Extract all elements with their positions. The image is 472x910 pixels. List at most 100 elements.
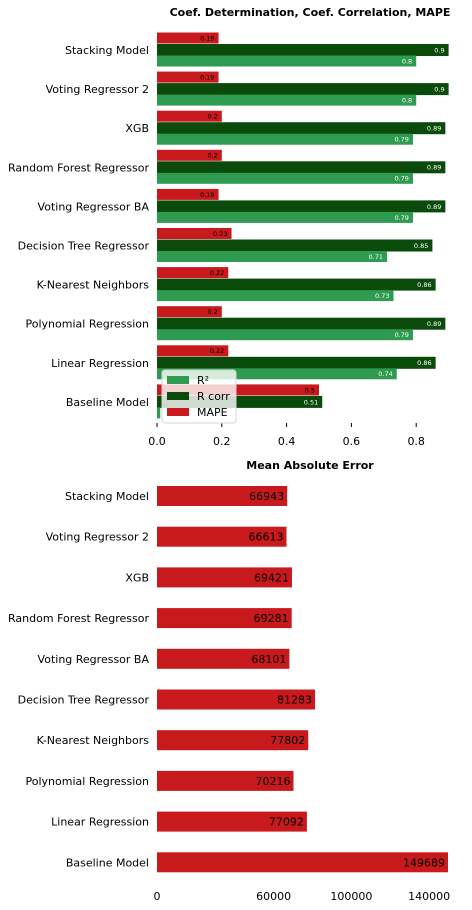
category-label: K-Nearest Neighbors [37, 734, 150, 747]
x-tick-label: 0 [154, 890, 161, 903]
data-label: 66613 [248, 531, 283, 544]
data-label: 0.85 [414, 242, 428, 250]
data-label: 0.23 [213, 230, 227, 238]
category-label: Polynomial Regression [26, 318, 149, 331]
category-label: Polynomial Regression [26, 775, 149, 788]
category-label: Random Forest Regressor [8, 161, 149, 174]
data-label: 66943 [249, 490, 284, 503]
data-label: 0.74 [378, 370, 392, 378]
bar [157, 55, 417, 67]
category-label: Voting Regressor BA [38, 653, 150, 666]
x-tick-label: 0.6 [343, 435, 361, 448]
data-label: 0.86 [417, 281, 431, 289]
bar [157, 32, 219, 44]
x-tick-label: 60000 [256, 890, 291, 903]
bar [157, 83, 449, 96]
bar [157, 188, 219, 200]
bar [157, 133, 413, 145]
data-label: 70216 [256, 775, 291, 788]
bar [157, 648, 290, 669]
x-tick-label: 0.0 [148, 435, 166, 448]
bar [157, 608, 292, 629]
data-label: 0.51 [304, 398, 318, 406]
bar [157, 278, 436, 291]
category-label: Stacking Model [65, 44, 149, 57]
bar [157, 306, 222, 318]
bar [157, 149, 222, 161]
x-tick-label: 0.2 [213, 435, 231, 448]
bar [157, 267, 229, 279]
data-label: 0.89 [427, 164, 441, 172]
data-label: 0.2 [207, 308, 217, 316]
bar [157, 852, 448, 873]
bar [157, 526, 287, 547]
data-label: 0.8 [402, 57, 412, 65]
data-label: 0.22 [210, 347, 224, 355]
data-label: 0.89 [427, 320, 441, 328]
category-label: Voting Regressor 2 [46, 83, 149, 96]
legend-swatch [167, 376, 189, 384]
bar [157, 239, 433, 252]
data-label: 0.89 [427, 125, 441, 133]
category-label: Linear Regression [51, 816, 149, 829]
bar [157, 689, 316, 710]
category-label: Linear Regression [51, 357, 149, 370]
category-label: Voting Regressor 2 [46, 531, 149, 544]
category-label: Random Forest Regressor [8, 612, 149, 625]
legend-label: MAPE [197, 406, 228, 419]
category-label: Baseline Model [66, 856, 149, 869]
bar [157, 228, 232, 239]
bar [157, 44, 449, 56]
data-label: 0.73 [375, 292, 389, 300]
bar [157, 317, 446, 330]
bar [157, 122, 446, 135]
bar [157, 770, 294, 791]
data-label: 0.9 [434, 46, 444, 54]
chart2-title: Mean Absolute Error [246, 459, 374, 472]
legend-label: R corr [197, 390, 230, 403]
data-label: 0.79 [394, 214, 408, 222]
bar [157, 486, 288, 506]
data-label: 0.22 [210, 269, 224, 277]
data-label: 0.19 [200, 74, 214, 82]
bar [157, 172, 413, 184]
data-label: 0.19 [200, 34, 214, 42]
bar [157, 811, 307, 832]
bar [157, 94, 417, 106]
x-tick-label: 0.8 [407, 435, 425, 448]
data-label: 0.79 [394, 136, 408, 144]
bar [157, 211, 413, 223]
category-label: Stacking Model [65, 490, 149, 503]
bar [157, 730, 309, 751]
category-label: Decision Tree Regressor [18, 240, 150, 253]
data-label: 77092 [269, 816, 304, 829]
data-label: 0.2 [207, 152, 217, 160]
bar [157, 251, 388, 262]
bar [157, 71, 219, 83]
data-label: 0.79 [394, 331, 408, 339]
category-label: K-Nearest Neighbors [37, 279, 150, 292]
bar [157, 356, 436, 369]
data-label: 77802 [270, 734, 305, 747]
data-label: 0.71 [369, 253, 383, 261]
bar [157, 368, 397, 380]
legend-swatch [167, 392, 189, 400]
data-label: 0.8 [402, 97, 412, 105]
bar [157, 329, 413, 341]
chart1-legend: R² R corr MAPE [161, 369, 237, 424]
bar [157, 290, 394, 302]
category-label: XGB [125, 571, 149, 584]
data-label: 0.2 [207, 113, 217, 121]
bar [157, 161, 446, 174]
bar [157, 384, 319, 396]
bar [157, 407, 161, 419]
bar [157, 567, 292, 588]
data-label: 0.89 [427, 203, 441, 211]
category-label: Baseline Model [66, 396, 149, 409]
data-label: 0.9 [434, 86, 444, 94]
bar [157, 200, 446, 213]
data-label: 0.19 [200, 191, 214, 199]
x-tick-label: 0.4 [278, 435, 296, 448]
legend-swatch [167, 408, 189, 416]
x-tick-label: 100000 [330, 890, 372, 903]
